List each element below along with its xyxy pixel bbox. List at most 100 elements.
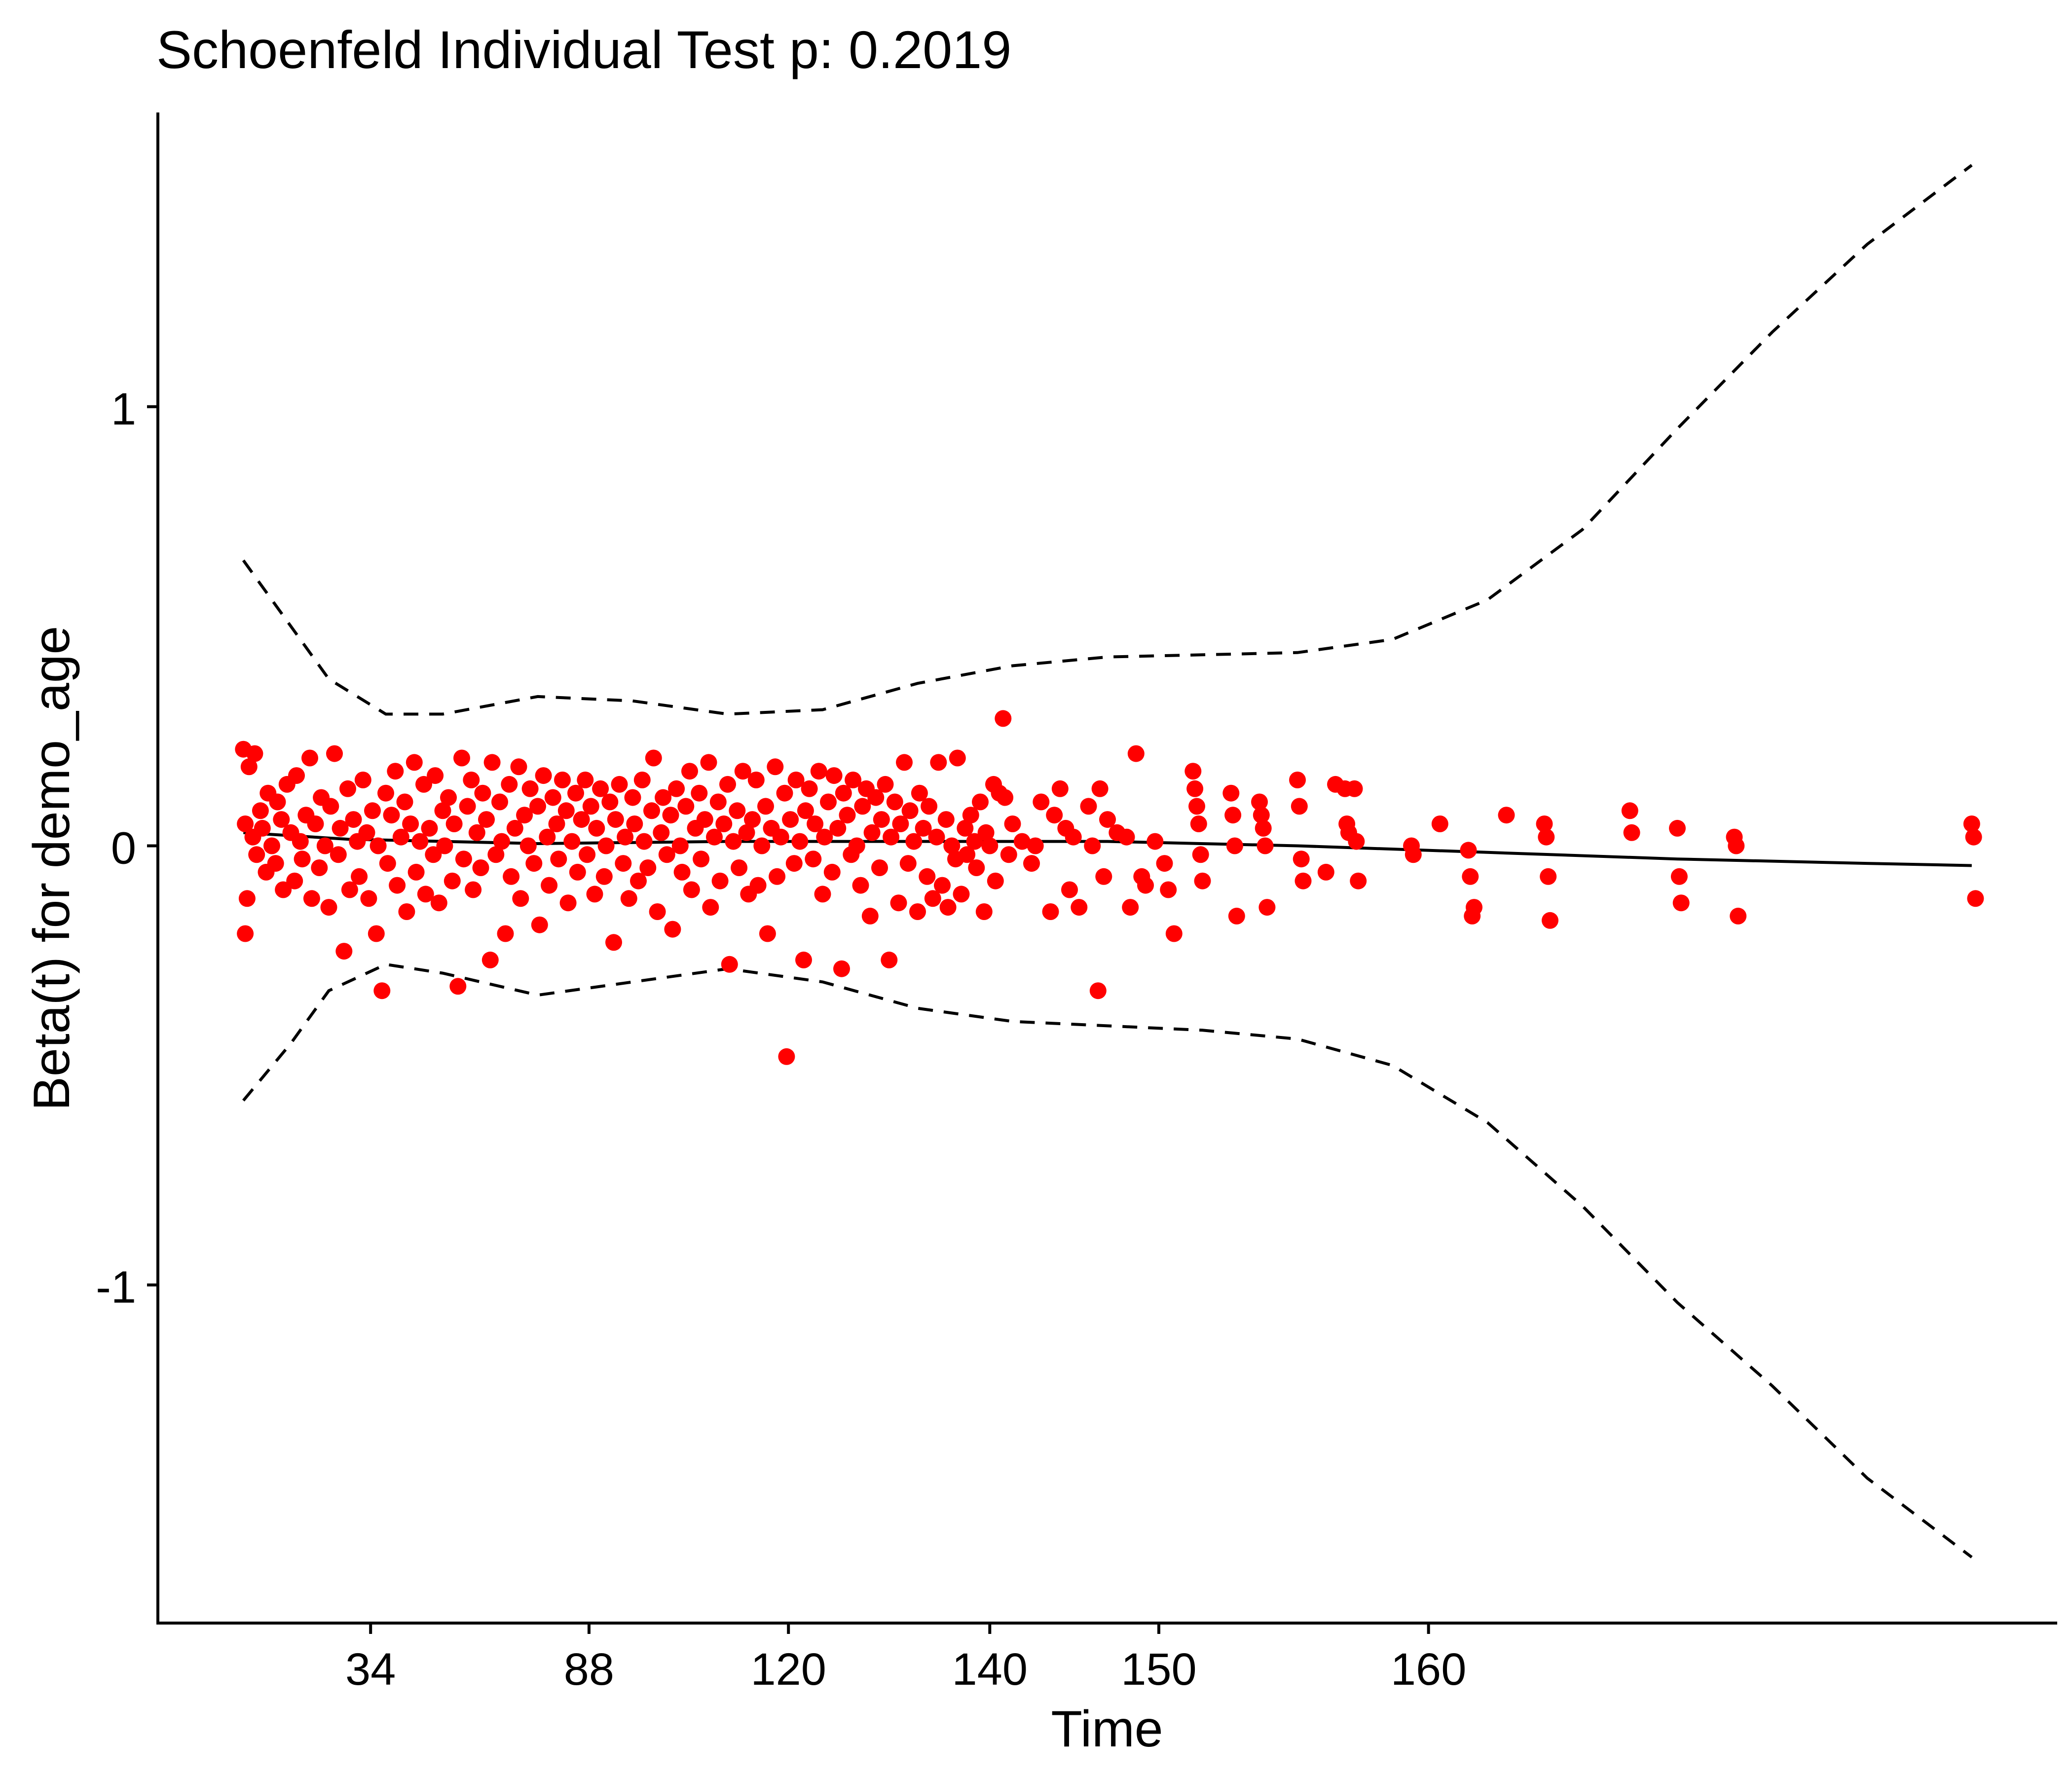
residual-point: [554, 772, 571, 788]
residual-point: [368, 925, 385, 942]
residual-point: [630, 872, 647, 889]
residual-point: [468, 824, 485, 841]
upper-confidence-band: [242, 164, 1973, 716]
residual-point: [449, 978, 467, 995]
residual-point: [901, 802, 919, 819]
residual-point: [503, 868, 520, 885]
residual-point: [1670, 868, 1688, 885]
residual-point: [472, 859, 489, 876]
residual-point: [738, 824, 755, 841]
residual-point: [563, 833, 581, 850]
residual-point: [577, 772, 594, 788]
residual-point: [1498, 807, 1515, 824]
residual-point: [772, 828, 789, 846]
plot-lines: [242, 164, 1973, 1558]
residual-point: [370, 837, 387, 854]
residual-point: [1080, 798, 1097, 815]
residual-point: [706, 828, 723, 846]
residual-point: [417, 886, 434, 903]
residual-point: [345, 811, 362, 828]
residual-point: [1253, 807, 1270, 824]
residual-point: [797, 802, 814, 819]
residual-point: [455, 851, 472, 868]
residual-point: [550, 851, 567, 868]
residual-point: [406, 754, 423, 771]
y-tick-label: 1: [111, 384, 136, 434]
residual-point: [326, 745, 343, 762]
residual-point: [1089, 982, 1107, 999]
data-points: [235, 710, 1984, 1065]
residual-point: [725, 833, 742, 850]
residual-point: [544, 789, 561, 806]
residual-point: [1542, 912, 1558, 929]
residual-point: [607, 811, 624, 828]
residual-point: [949, 749, 966, 767]
residual-point: [411, 833, 429, 850]
residual-point: [425, 846, 442, 863]
residual-point: [1000, 846, 1017, 863]
residual-point: [1023, 855, 1040, 872]
residual-point: [677, 798, 695, 815]
residual-point: [825, 767, 843, 784]
residual-point: [373, 982, 391, 999]
residual-point: [883, 828, 900, 846]
residual-point: [579, 846, 596, 863]
residual-point: [1965, 828, 1982, 846]
residual-point: [972, 793, 989, 811]
residual-point: [531, 916, 548, 933]
residual-point: [615, 855, 632, 872]
residual-point: [601, 793, 619, 811]
residual-point: [702, 899, 719, 916]
residual-point: [787, 772, 805, 788]
residual-point: [683, 881, 700, 898]
residual-point: [863, 824, 881, 841]
residual-point: [757, 798, 774, 815]
residual-point: [673, 863, 691, 881]
residual-point: [953, 886, 970, 903]
residual-point: [957, 819, 974, 837]
residual-point: [711, 872, 729, 889]
residual-point: [465, 881, 482, 898]
residual-point: [939, 899, 957, 916]
residual-point: [852, 877, 869, 894]
residual-point: [919, 868, 936, 885]
residual-point: [535, 767, 552, 784]
residual-point: [968, 859, 985, 876]
residual-point: [1460, 842, 1477, 859]
residual-point: [924, 890, 941, 907]
residual-point: [519, 837, 537, 854]
residual-point: [1291, 798, 1308, 815]
residual-point: [597, 837, 615, 854]
residual-point: [1251, 793, 1268, 811]
residual-point: [294, 851, 311, 868]
residual-point: [1462, 868, 1479, 885]
residual-point: [977, 824, 995, 841]
residual-point: [1160, 881, 1177, 898]
residual-point: [445, 815, 463, 832]
residual-point: [1127, 745, 1145, 762]
residual-point: [749, 877, 767, 894]
residual-point: [1963, 815, 1980, 832]
residual-point: [816, 828, 833, 846]
residual-point: [292, 833, 309, 850]
residual-point: [322, 798, 339, 815]
residual-point: [854, 798, 871, 815]
residual-point: [301, 749, 318, 767]
residual-point: [1137, 877, 1154, 894]
x-axis-ticks: 34 88 120 140 150 160: [345, 1623, 1466, 1695]
residual-point: [905, 833, 923, 850]
residual-point: [335, 943, 353, 960]
residual-point: [273, 811, 290, 828]
residual-point: [839, 807, 856, 824]
residual-point: [481, 951, 499, 968]
residual-point: [497, 925, 514, 942]
residual-point: [795, 951, 812, 968]
residual-point: [617, 828, 634, 846]
residual-point: [427, 767, 444, 784]
residual-point: [753, 837, 771, 854]
residual-point: [1348, 833, 1365, 850]
residual-point: [871, 859, 888, 876]
residual-point: [316, 837, 333, 854]
residual-point: [1192, 846, 1209, 863]
